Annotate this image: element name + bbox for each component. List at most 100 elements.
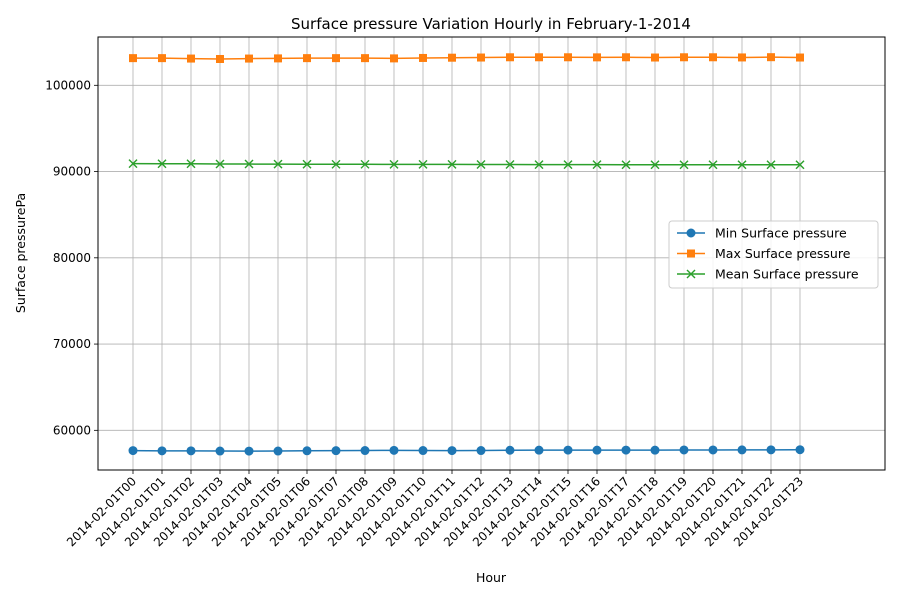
data-point — [331, 446, 341, 456]
data-point — [389, 445, 399, 455]
data-point — [128, 446, 138, 456]
data-point — [795, 445, 805, 455]
legend: Min Surface pressure Max Surface pressure… — [668, 220, 879, 289]
data-point — [737, 445, 747, 455]
legend-entry: Max Surface pressure — [677, 246, 851, 261]
data-point — [534, 160, 544, 170]
x-axis-label: Hour — [476, 570, 507, 585]
data-point — [128, 159, 138, 169]
data-point — [244, 159, 254, 169]
data-point — [534, 445, 544, 455]
series-lines — [128, 53, 805, 456]
data-point — [621, 160, 631, 170]
data-point — [418, 159, 428, 169]
data-point — [186, 159, 196, 169]
y-axis-ticks: 60000 70000 80000 90000 100000 — [45, 78, 98, 437]
y-tick-label: 90000 — [53, 165, 91, 179]
y-tick-label: 60000 — [53, 423, 91, 437]
data-point — [390, 54, 398, 63]
data-point — [592, 445, 602, 455]
data-point — [332, 54, 340, 63]
data-point — [244, 446, 254, 456]
data-point — [476, 446, 486, 456]
data-point — [650, 160, 660, 170]
data-point — [592, 160, 602, 170]
y-tick-label: 100000 — [45, 78, 91, 92]
data-point — [737, 160, 747, 170]
data-point — [419, 53, 427, 62]
series-2 — [129, 53, 804, 63]
data-point — [389, 159, 399, 169]
data-point — [593, 53, 601, 62]
data-point — [157, 446, 167, 456]
data-point — [621, 445, 631, 455]
data-point — [273, 446, 283, 456]
chart-title: Surface pressure Variation Hourly in Feb… — [291, 15, 691, 33]
data-point — [564, 53, 572, 62]
data-point — [302, 159, 312, 169]
data-point — [448, 53, 456, 62]
legend-label: Mean Surface pressure — [715, 267, 859, 282]
data-point — [157, 159, 167, 169]
data-point — [679, 160, 689, 170]
series-line — [132, 162, 800, 166]
legend-entry: Min Surface pressure — [677, 226, 847, 241]
data-point — [563, 160, 573, 170]
data-point — [650, 445, 660, 455]
data-point — [708, 445, 718, 455]
data-point — [447, 159, 457, 169]
data-point — [418, 446, 428, 456]
data-point — [766, 445, 776, 455]
data-point — [302, 446, 312, 456]
series-line — [133, 56, 801, 60]
data-point — [216, 54, 224, 63]
legend-marker — [686, 269, 696, 279]
plot-area-frame — [97, 36, 886, 471]
data-point — [273, 159, 283, 169]
data-point — [129, 54, 137, 63]
data-point — [796, 53, 804, 62]
data-point — [360, 446, 370, 456]
data-point — [245, 54, 253, 63]
data-point — [505, 445, 515, 455]
data-point — [158, 54, 166, 63]
data-point — [303, 54, 311, 63]
data-point — [651, 53, 659, 62]
data-point — [215, 159, 225, 169]
data-point — [274, 54, 282, 63]
legend-label: Max Surface pressure — [715, 246, 851, 261]
data-point — [795, 160, 805, 170]
legend-marker — [686, 228, 696, 238]
data-point — [708, 160, 718, 170]
data-point — [360, 159, 370, 169]
data-point — [679, 445, 689, 455]
series-1 — [128, 445, 805, 456]
data-point — [505, 159, 515, 169]
data-point — [361, 54, 369, 63]
data-point — [622, 53, 630, 62]
y-tick-label: 70000 — [53, 337, 91, 351]
data-point — [447, 446, 457, 456]
data-point — [186, 446, 196, 456]
data-point — [563, 445, 573, 455]
data-point — [477, 53, 485, 62]
data-point — [506, 53, 514, 62]
data-point — [766, 160, 776, 170]
legend-label: Min Surface pressure — [715, 226, 847, 241]
legend-marker — [687, 249, 695, 258]
data-point — [709, 53, 717, 62]
data-point — [331, 159, 341, 169]
data-point — [535, 53, 543, 62]
data-point — [680, 53, 688, 62]
y-axis-label: Surface pressurePa — [13, 193, 28, 313]
series-line — [132, 448, 801, 452]
data-point — [738, 53, 746, 62]
legend-entry: Mean Surface pressure — [677, 267, 859, 282]
data-point — [187, 54, 195, 63]
y-tick-label: 80000 — [53, 251, 91, 265]
data-point — [215, 446, 225, 456]
data-point — [476, 159, 486, 169]
series-3 — [128, 159, 805, 170]
